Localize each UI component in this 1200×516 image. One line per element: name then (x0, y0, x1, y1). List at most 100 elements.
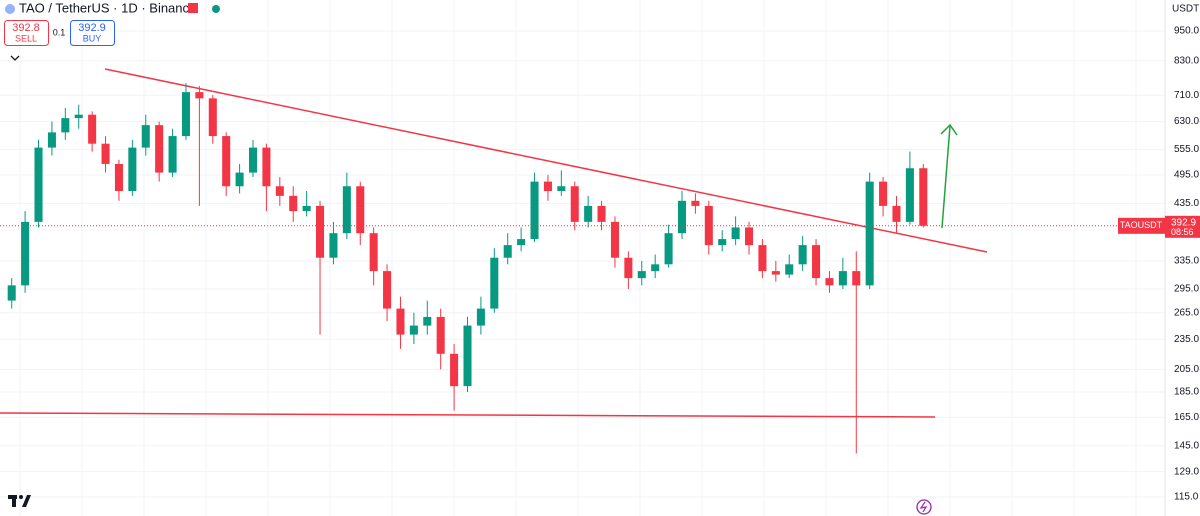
y-tick-label: 630.0 (1174, 116, 1199, 127)
candle-body (436, 316, 445, 354)
price-label-bg (1165, 215, 1200, 238)
candle-body (758, 245, 767, 272)
alert-bolt (919, 501, 928, 513)
candle-body (383, 271, 392, 309)
candle-body (195, 92, 204, 99)
candle-body (396, 308, 405, 335)
y-tick-label: 555.0 (1174, 144, 1199, 155)
candle-body (852, 271, 861, 286)
currency: USDT (1172, 4, 1199, 15)
candle-body (637, 271, 646, 279)
y-tick-label: 205.0 (1174, 364, 1199, 375)
candle-body (181, 92, 190, 137)
y-tick-label: 435.0 (1174, 198, 1199, 209)
arrow (940, 123, 958, 229)
candle-body (168, 136, 177, 173)
status-icon (212, 5, 220, 13)
candle-body (517, 239, 526, 246)
candle-body (570, 186, 579, 222)
candle-body (771, 271, 780, 275)
candle-body (610, 221, 619, 258)
y-tick-label: 495.0 (1174, 169, 1199, 180)
candle-body (235, 172, 244, 187)
candle-body (476, 308, 485, 326)
candle-body (530, 181, 539, 240)
y-tick-label: 145.0 (1174, 440, 1199, 451)
buy-label: BUY (83, 33, 102, 43)
candle-body (597, 205, 606, 222)
candle-body (128, 147, 137, 192)
buy-price: 392.9 (78, 22, 106, 34)
candles (0, 83, 1165, 454)
candle-body (865, 181, 874, 286)
candle-body (785, 264, 794, 275)
candle-body (731, 227, 740, 240)
candle-body (691, 200, 700, 206)
candle-body (88, 114, 97, 144)
candle-body (490, 257, 499, 309)
y-tick-label: 295.0 (1174, 284, 1199, 295)
flag-icon[interactable] (188, 3, 198, 13)
buy-button[interactable] (70, 20, 115, 46)
candle-body (825, 278, 834, 286)
candle-body (61, 118, 70, 133)
tv-logo (8, 495, 31, 507)
candle-body (450, 353, 459, 387)
y-tick-label: 335.0 (1174, 256, 1199, 267)
candle-body (718, 239, 727, 246)
candle-body (262, 147, 271, 187)
candle-body (302, 205, 311, 212)
sell-button[interactable] (4, 20, 49, 46)
candle-body (745, 227, 754, 246)
candle-body (584, 205, 593, 222)
y-tick-label: 185.0 (1174, 387, 1199, 398)
sell-price: 392.8 (12, 22, 40, 34)
candle-body (812, 245, 821, 279)
symbol-tag: TAOUSDT (1120, 220, 1163, 230)
collapse-chevron[interactable] (10, 55, 20, 61)
candle-body (677, 200, 687, 234)
support-line (0, 412, 936, 418)
candle-body (289, 195, 298, 212)
candle-body (463, 325, 472, 387)
candle-body (838, 271, 847, 286)
candle-body (74, 114, 83, 119)
candle-body (7, 285, 16, 301)
candle-body (155, 125, 164, 173)
y-tick-label: 710.0 (1174, 90, 1199, 101)
candle-body (114, 163, 123, 192)
candle-body (342, 186, 351, 234)
candle-body (141, 125, 150, 148)
candle-body (316, 205, 325, 258)
candle-body (329, 233, 338, 258)
y-tick-label: 165.0 (1174, 412, 1199, 423)
y-tick-label: 265.0 (1174, 307, 1199, 318)
alert-icon[interactable] (916, 499, 932, 515)
price-axis (1165, 0, 1200, 516)
candle-body (208, 98, 217, 137)
candle-body (21, 221, 30, 286)
y-tick-label: 830.0 (1174, 55, 1199, 66)
price-label: 392.9 (1171, 217, 1196, 228)
symbol-icon (5, 4, 15, 14)
candle-body (356, 186, 365, 234)
candle-body (47, 132, 56, 148)
countdown: 08:56 (1171, 227, 1194, 237)
y-axis: 950.0 830.0 710.0 630.0 555.0 495.0 435.0 335.0… (1174, 26, 1199, 503)
trend-line (104, 68, 988, 253)
candle-body (275, 186, 284, 196)
candle-body (892, 205, 901, 222)
spread: 0.1 (53, 27, 66, 37)
symbol-title: TAO / TetherUS · 1D · Binance (19, 0, 196, 15)
candle-body (919, 168, 928, 226)
candle-body (248, 147, 258, 173)
grid (0, 0, 1165, 516)
y-tick-label: 115.0 (1174, 492, 1199, 503)
candle-body (423, 316, 432, 326)
candle-body (34, 147, 43, 222)
symbol-tag-bg (1118, 217, 1165, 234)
candle-body (664, 233, 673, 265)
candle-body (557, 186, 566, 192)
